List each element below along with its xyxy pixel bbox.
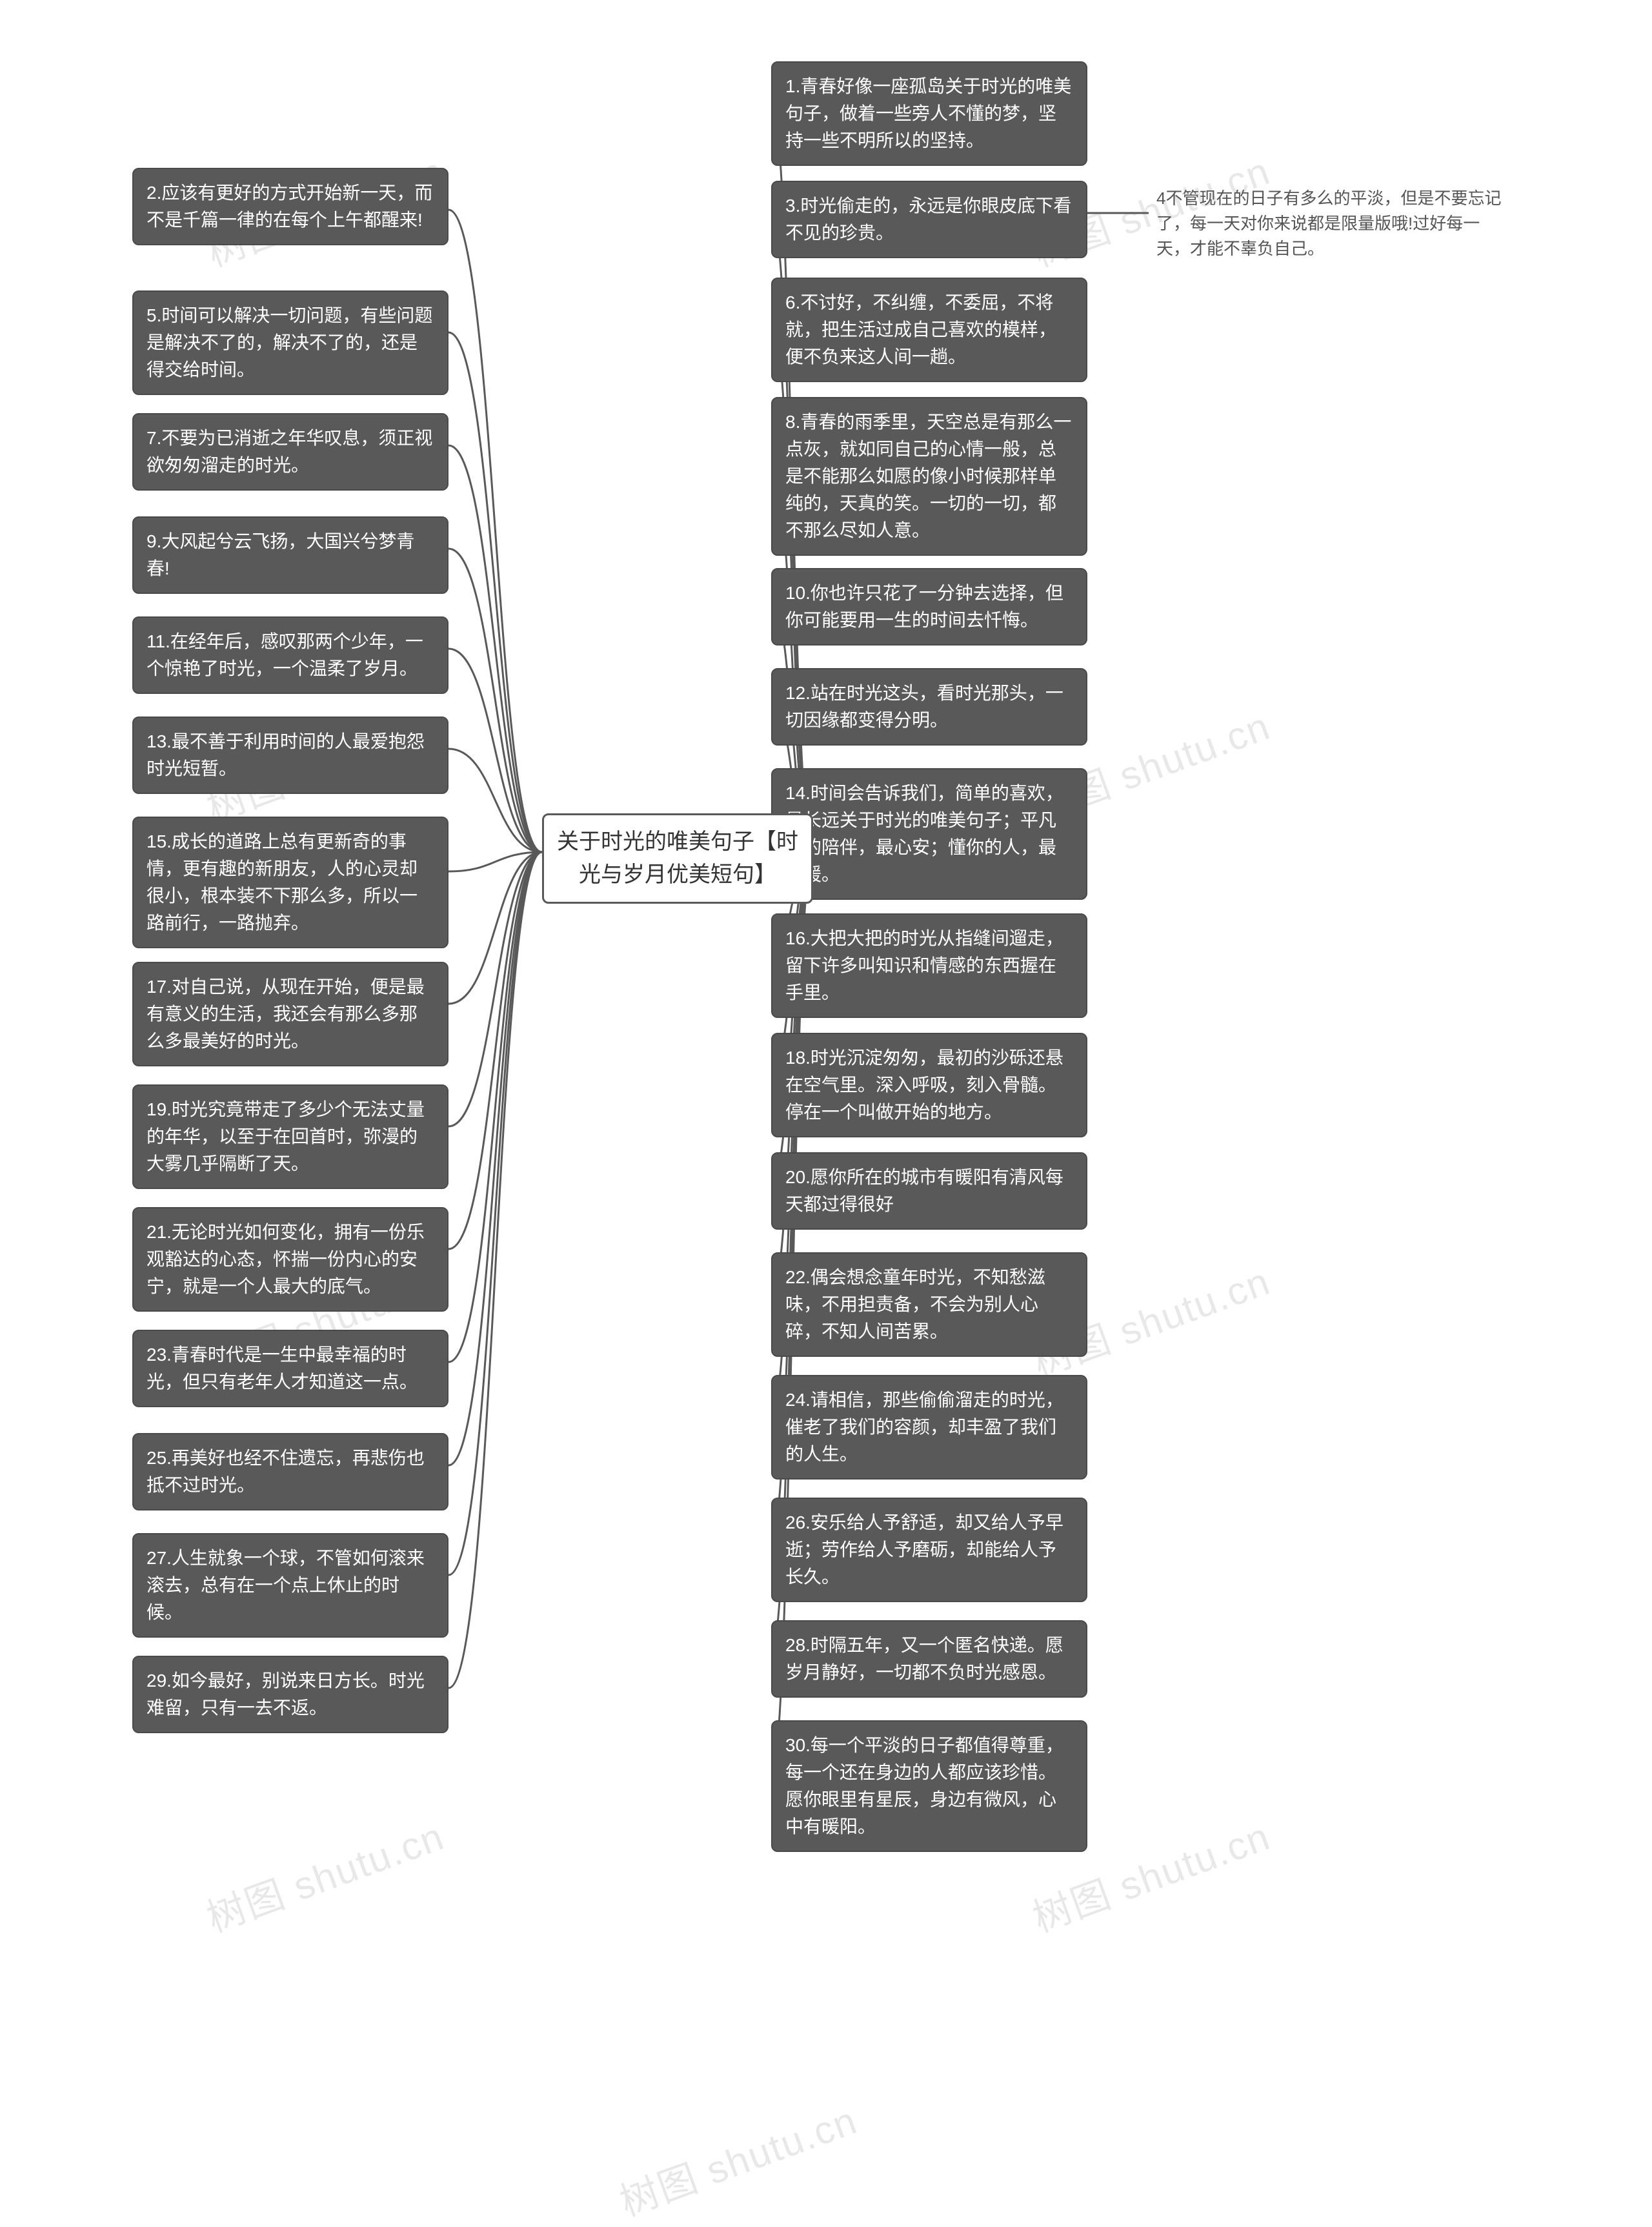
node-text: 26.安乐给人予舒适，却又给人予早逝；劳作给人予磨砺，却能给人予长久。 [785,1512,1063,1587]
right-node-18: 18.时光沉淀匆匆，最初的沙砾还悬在空气里。深入呼吸，刻入骨髓。停在一个叫做开始… [771,1033,1087,1137]
node-text: 13.最不善于利用时间的人最爱抱怨时光短暂。 [146,731,425,778]
right-node-16: 16.大把大把的时光从指缝间遛走，留下许多叫知识和情感的东西握在手里。 [771,913,1087,1018]
node-text: 17.对自己说，从现在开始，便是最有意义的生活，我还会有那么多那么多最美好的时光… [146,977,425,1051]
grandchild-text: 4不管现在的日子有多么的平淡，但是不要忘记了，每一天对你来说都是限量版哦!过好每… [1156,188,1501,258]
left-node-7: 7.不要为已消逝之年华叹息，须正视欲匆匆溜走的时光。 [132,413,448,491]
right-node-20: 20.愿你所在的城市有暖阳有清风每天都过得很好 [771,1152,1087,1230]
node-text: 27.人生就象一个球，不管如何滚来滚去，总有在一个点上休止的时候。 [146,1548,425,1622]
node-text: 9.大风起兮云飞扬，大国兴兮梦青春! [146,531,414,578]
right-node-28: 28.时隔五年，又一个匿名快递。愿岁月静好，一切都不负时光感恩。 [771,1620,1087,1698]
node-text: 21.无论时光如何变化，拥有一份乐观豁达的心态，怀揣一份内心的安宁，就是一个人最… [146,1222,425,1296]
right-node-1: 1.青春好像一座孤岛关于时光的唯美句子，做着一些旁人不懂的梦，坚持一些不明所以的… [771,61,1087,166]
node-text: 1.青春好像一座孤岛关于时光的唯美句子，做着一些旁人不懂的梦，坚持一些不明所以的… [785,76,1071,150]
node-text: 24.请相信，那些偷偷溜走的时光，催老了我们的容颜，却丰盈了我们的人生。 [785,1390,1063,1464]
right-node-6: 6.不讨好，不纠缠，不委屈，不将就，把生活过成自己喜欢的模样，便不负来这人间一趟… [771,278,1087,382]
right-node-22: 22.偶会想念童年时光，不知愁滋味，不用担责备，不会为别人心碎，不知人间苦累。 [771,1252,1087,1357]
node-text: 6.不讨好，不纠缠，不委屈，不将就，把生活过成自己喜欢的模样，便不负来这人间一趟… [785,292,1056,367]
node-text: 2.应该有更好的方式开始新一天，而不是千篇一律的在每个上午都醒来! [146,183,432,230]
left-node-19: 19.时光究竟带走了多少个无法丈量的年华，以至于在回首时，弥漫的大雾几乎隔断了天… [132,1084,448,1189]
node-text: 29.如今最好，别说来日方长。时光难留，只有一去不返。 [146,1671,425,1718]
right-node-8: 8.青春的雨季里，天空总是有那么一点灰，就如同自己的心情一般，总是不能那么如愿的… [771,397,1087,556]
node-text: 8.青春的雨季里，天空总是有那么一点灰，就如同自己的心情一般，总是不能那么如愿的… [785,412,1071,540]
right-node-30: 30.每一个平淡的日子都值得尊重，每一个还在身边的人都应该珍惜。愿你眼里有星辰，… [771,1720,1087,1852]
left-node-27: 27.人生就象一个球，不管如何滚来滚去，总有在一个点上休止的时候。 [132,1533,448,1638]
node-text: 12.站在时光这头，看时光那头，一切因缘都变得分明。 [785,683,1063,730]
right-node-26: 26.安乐给人予舒适，却又给人予早逝；劳作给人予磨砺，却能给人予长久。 [771,1498,1087,1602]
node-text: 3.时光偷走的，永远是你眼皮底下看不见的珍贵。 [785,196,1071,243]
center-node: 关于时光的唯美句子【时光与岁月优美短句】 [542,813,813,904]
node-text: 10.你也许只花了一分钟去选择，但你可能要用一生的时间去忏悔。 [785,583,1063,630]
node-text: 5.时间可以解决一切问题，有些问题是解决不了的，解决不了的，还是得交给时间。 [146,305,432,380]
node-text: 11.在经年后，感叹那两个少年，一个惊艳了时光，一个温柔了岁月。 [146,631,423,678]
left-node-17: 17.对自己说，从现在开始，便是最有意义的生活，我还会有那么多那么多最美好的时光… [132,962,448,1066]
node-text: 28.时隔五年，又一个匿名快递。愿岁月静好，一切都不负时光感恩。 [785,1635,1063,1682]
right-node-12: 12.站在时光这头，看时光那头，一切因缘都变得分明。 [771,668,1087,746]
left-node-9: 9.大风起兮云飞扬，大国兴兮梦青春! [132,516,448,594]
node-text: 30.每一个平淡的日子都值得尊重，每一个还在身边的人都应该珍惜。愿你眼里有星辰，… [785,1735,1063,1836]
grandchild-node: 4不管现在的日子有多么的平淡，但是不要忘记了，每一天对你来说都是限量版哦!过好每… [1149,181,1510,267]
right-node-14: 14.时间会告诉我们，简单的喜欢，最长远关于时光的唯美句子；平凡中的陪伴，最心安… [771,768,1087,900]
center-node-text: 关于时光的唯美句子【时光与岁月优美短句】 [557,829,798,887]
node-text: 19.时光究竟带走了多少个无法丈量的年华，以至于在回首时，弥漫的大雾几乎隔断了天… [146,1099,425,1174]
node-text: 20.愿你所在的城市有暖阳有清风每天都过得很好 [785,1167,1063,1214]
left-node-21: 21.无论时光如何变化，拥有一份乐观豁达的心态，怀揣一份内心的安宁，就是一个人最… [132,1207,448,1312]
node-text: 18.时光沉淀匆匆，最初的沙砾还悬在空气里。深入呼吸，刻入骨髓。停在一个叫做开始… [785,1048,1063,1122]
left-node-5: 5.时间可以解决一切问题，有些问题是解决不了的，解决不了的，还是得交给时间。 [132,290,448,395]
right-node-3: 3.时光偷走的，永远是你眼皮底下看不见的珍贵。 [771,181,1087,258]
left-node-2: 2.应该有更好的方式开始新一天，而不是千篇一律的在每个上午都醒来! [132,168,448,245]
node-text: 25.再美好也经不住遗忘，再悲伤也抵不过时光。 [146,1448,425,1495]
node-text: 22.偶会想念童年时光，不知愁滋味，不用担责备，不会为别人心碎，不知人间苦累。 [785,1267,1045,1341]
left-node-29: 29.如今最好，别说来日方长。时光难留，只有一去不返。 [132,1656,448,1733]
left-node-13: 13.最不善于利用时间的人最爱抱怨时光短暂。 [132,717,448,794]
left-node-25: 25.再美好也经不住遗忘，再悲伤也抵不过时光。 [132,1433,448,1510]
right-node-24: 24.请相信，那些偷偷溜走的时光，催老了我们的容颜，却丰盈了我们的人生。 [771,1375,1087,1480]
node-text: 15.成长的道路上总有更新奇的事情，更有趣的新朋友，人的心灵却很小，根本装不下那… [146,831,418,933]
left-node-11: 11.在经年后，感叹那两个少年，一个惊艳了时光，一个温柔了岁月。 [132,616,448,694]
node-text: 23.青春时代是一生中最幸福的时光，但只有老年人才知道这一点。 [146,1345,418,1392]
mindmap-canvas: 树图 shutu.cn树图 shutu.cn树图 shutu.cn树图 shut… [0,0,1652,2217]
node-text: 14.时间会告诉我们，简单的喜欢，最长远关于时光的唯美句子；平凡中的陪伴，最心安… [785,783,1063,884]
left-node-15: 15.成长的道路上总有更新奇的事情，更有趣的新朋友，人的心灵却很小，根本装不下那… [132,817,448,948]
right-node-10: 10.你也许只花了一分钟去选择，但你可能要用一生的时间去忏悔。 [771,568,1087,646]
node-text: 7.不要为已消逝之年华叹息，须正视欲匆匆溜走的时光。 [146,428,432,475]
node-text: 16.大把大把的时光从指缝间遛走，留下许多叫知识和情感的东西握在手里。 [785,928,1063,1002]
left-node-23: 23.青春时代是一生中最幸福的时光，但只有老年人才知道这一点。 [132,1330,448,1407]
